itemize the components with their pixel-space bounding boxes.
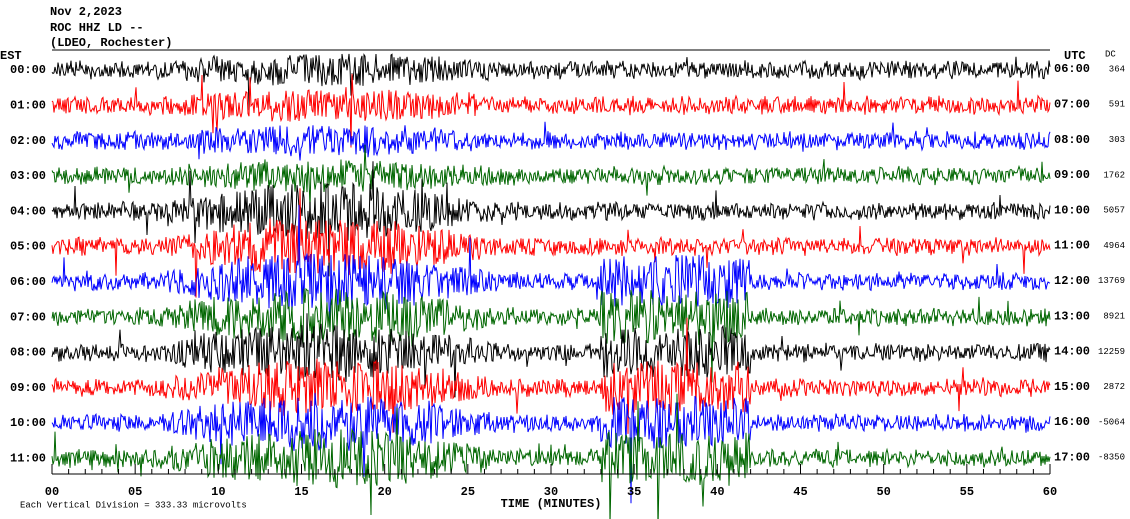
est-title: EST [0, 49, 22, 63]
utc-label: 16:00 [1054, 415, 1090, 429]
est-label: 09:00 [10, 381, 46, 395]
scale-note: Each Vertical Division = 333.33 microvol… [20, 500, 247, 510]
x-tick-label: 45 [793, 485, 807, 499]
est-label: 04:00 [10, 204, 46, 218]
trace [51, 53, 1051, 111]
date: Nov 2,2023 [50, 5, 122, 19]
est-label: 05:00 [10, 240, 46, 254]
est-label: 02:00 [10, 134, 46, 148]
utc-label: 12:00 [1054, 274, 1090, 288]
est-label: 06:00 [10, 275, 46, 289]
utc-title: UTC [1064, 49, 1086, 63]
dc-value: 4964 [1103, 241, 1125, 251]
dc-title: DC [1105, 49, 1116, 59]
x-tick-label: 50 [876, 485, 890, 499]
dc-value: 8921 [1103, 311, 1125, 321]
est-label: 00:00 [10, 63, 46, 77]
utc-label: 14:00 [1054, 345, 1090, 359]
dc-value: 2872 [1103, 382, 1125, 392]
x-tick-label: 05 [128, 485, 142, 499]
utc-label: 11:00 [1054, 239, 1090, 253]
trace [51, 121, 1051, 161]
est-label: 10:00 [10, 416, 46, 430]
trace [51, 188, 1051, 298]
utc-label: 07:00 [1054, 97, 1090, 111]
trace [51, 204, 1051, 330]
trace [51, 73, 1051, 148]
x-tick-label: 20 [377, 485, 391, 499]
x-tick-label: 40 [710, 485, 724, 499]
utc-label: 10:00 [1054, 203, 1090, 217]
x-tick-label: 35 [627, 485, 641, 499]
utc-label: 08:00 [1054, 133, 1090, 147]
dc-value: -8350 [1098, 453, 1125, 463]
est-label: 01:00 [10, 98, 46, 112]
est-label: 07:00 [10, 310, 46, 324]
trace [51, 287, 1051, 383]
x-tick-label: 15 [294, 485, 308, 499]
x-tick-label: 30 [544, 485, 558, 499]
dc-value: -5064 [1098, 417, 1125, 427]
utc-label: 09:00 [1054, 168, 1090, 182]
est-label: 08:00 [10, 346, 46, 360]
x-tick-label: 55 [960, 485, 974, 499]
x-axis-title: TIME (MINUTES) [501, 497, 602, 511]
trace [51, 317, 1051, 434]
utc-label: 06:00 [1054, 62, 1090, 76]
utc-label: 13:00 [1054, 309, 1090, 323]
utc-label: 17:00 [1054, 450, 1090, 464]
dc-value: 1762 [1103, 170, 1125, 180]
dc-value: 12259 [1098, 347, 1125, 357]
trace [51, 144, 1051, 209]
trace [51, 392, 1051, 504]
est-label: 11:00 [10, 451, 46, 465]
est-label: 03:00 [10, 169, 46, 183]
utc-label: 15:00 [1054, 380, 1090, 394]
network: (LDEO, Rochester) [50, 36, 172, 50]
x-tick-label: 10 [211, 485, 225, 499]
trace [51, 313, 1051, 398]
dc-value: 13769 [1098, 276, 1125, 286]
trace [51, 161, 1051, 277]
dc-value: 303 [1109, 135, 1125, 145]
x-tick-label: 00 [45, 485, 59, 499]
station: ROC HHZ LD -- [50, 21, 144, 35]
dc-value: 364 [1109, 64, 1125, 74]
dc-value: 5057 [1103, 206, 1125, 216]
dc-value: 591 [1109, 100, 1125, 110]
traces [51, 53, 1051, 519]
x-tick-label: 25 [461, 485, 475, 499]
x-tick-label: 60 [1043, 485, 1057, 499]
